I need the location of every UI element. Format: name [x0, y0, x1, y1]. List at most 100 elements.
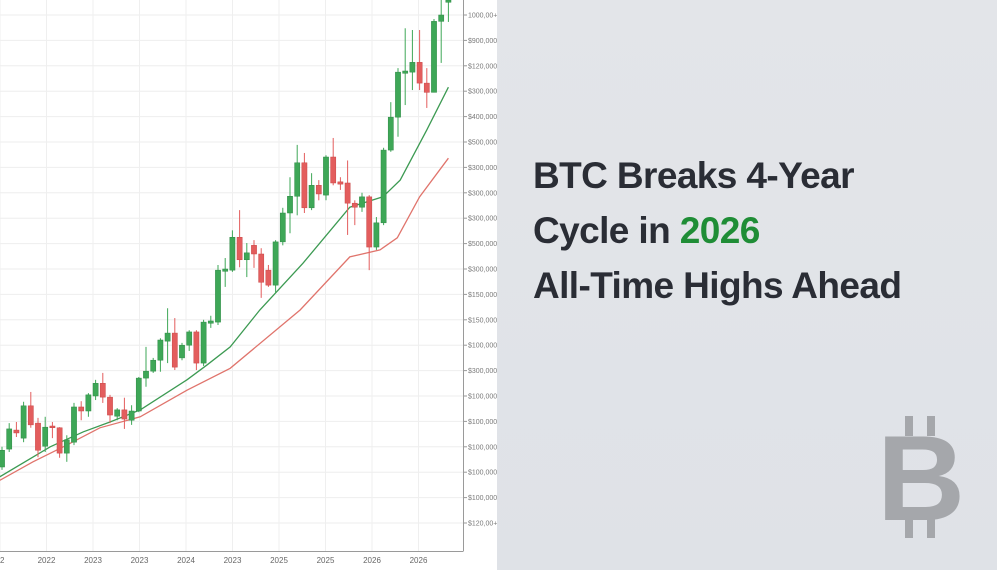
candle-down: [344, 160, 351, 235]
svg-text:B: B: [877, 412, 965, 542]
candle-down: [236, 210, 243, 268]
candle-body: [315, 185, 322, 195]
candle-up: [71, 402, 77, 446]
candle-up: [359, 192, 365, 212]
candles: [0, 0, 452, 470]
candle-body: [128, 410, 135, 421]
x-tick-label: 2022: [38, 556, 56, 565]
candle-up: [308, 173, 315, 211]
candle-up: [128, 405, 135, 425]
candle-up: [186, 330, 193, 351]
candle-body: [42, 426, 49, 447]
candle-body: [20, 405, 27, 439]
x-tick-label: 2026: [410, 556, 428, 565]
candle-up: [409, 30, 416, 91]
bitcoin-icon: B: [877, 412, 965, 542]
candle-down: [49, 421, 56, 439]
candle-down: [35, 417, 41, 458]
y-tick-label: $900,000: [468, 38, 497, 45]
y-tick-label: $150,000: [468, 292, 497, 299]
candle-body: [423, 82, 430, 93]
candle-down: [258, 248, 265, 298]
x-tick-label: 2023: [84, 556, 102, 565]
candle-up: [380, 147, 387, 226]
y-tick-label: $300,000: [468, 89, 497, 96]
candle-body: [402, 70, 409, 74]
candle-up: [150, 357, 157, 373]
candle-body: [409, 62, 416, 73]
candle-up: [135, 376, 142, 413]
candle-down: [265, 264, 272, 287]
candle-body: [150, 359, 157, 372]
candle-body: [416, 62, 423, 84]
candle-body: [78, 406, 85, 412]
candle-body: [294, 162, 301, 197]
candle-down: [351, 200, 358, 226]
candle-up: [215, 264, 221, 325]
y-tick-label: $400,000: [468, 114, 497, 121]
candle-up: [6, 423, 13, 452]
candle-body: [200, 321, 207, 364]
candle-body: [56, 427, 63, 454]
candle-down: [366, 195, 373, 271]
headline-line-3: All-Time Highs Ahead: [533, 265, 902, 306]
candle-down: [251, 240, 257, 268]
y-tick-label: $120,00+: [468, 521, 497, 528]
candle-body: [71, 406, 77, 443]
candle-body: [27, 405, 34, 426]
candle-body: [85, 394, 92, 412]
candle-body: [308, 185, 315, 209]
candle-body: [13, 429, 20, 434]
candle-up: [387, 102, 394, 152]
candle-body: [114, 409, 121, 417]
candle-body: [222, 268, 229, 272]
candle-down: [330, 137, 337, 186]
candle-body: [186, 331, 193, 346]
candle-up: [323, 155, 329, 201]
y-axis-ticks: 1000,00+ $900,000 $120,000 $300,000 $400,000…: [463, 13, 497, 528]
candle-body: [344, 182, 351, 204]
x-tick-label: 22: [0, 556, 5, 565]
candle-down: [56, 427, 63, 458]
candle-body: [337, 181, 344, 185]
candle-body: [395, 71, 401, 118]
y-tick-label: $120,000: [468, 63, 497, 70]
candle-up: [395, 68, 401, 137]
y-tick-label: $500,000: [468, 241, 497, 248]
candle-up: [287, 177, 293, 234]
candle-up: [229, 230, 236, 272]
candle-body: [330, 156, 337, 184]
candle-up: [445, 0, 452, 22]
candle-body: [207, 320, 214, 324]
y-tick-label: $300,000: [468, 165, 497, 172]
candle-up: [200, 319, 207, 366]
candle-body: [323, 156, 329, 196]
candle-body: [35, 422, 41, 451]
candle-up: [294, 144, 301, 216]
candle-down: [301, 152, 308, 214]
candle-down: [423, 68, 430, 108]
candle-body: [164, 332, 171, 342]
candle-up: [207, 315, 214, 328]
candle-down: [121, 397, 128, 429]
candle-body: [243, 252, 250, 261]
x-tick-label: 2023: [131, 556, 149, 565]
headline-line-2-prefix: Cycle in: [533, 210, 680, 251]
candle-body: [351, 202, 358, 208]
candle-up: [143, 346, 149, 387]
candle-up: [272, 240, 279, 294]
candle-body: [193, 331, 200, 364]
candle-up: [431, 19, 437, 93]
candle-body: [63, 439, 70, 454]
y-tick-label: $150,000: [468, 317, 497, 324]
candle-body: [121, 409, 128, 420]
candle-down: [27, 391, 34, 428]
candle-up: [438, 0, 445, 63]
candle-body: [236, 237, 243, 261]
candle-body: [215, 269, 221, 323]
candle-body: [6, 428, 13, 450]
candle-body: [373, 222, 380, 248]
candle-down: [99, 372, 106, 403]
candle-up: [179, 342, 185, 361]
candle-body: [135, 377, 142, 412]
